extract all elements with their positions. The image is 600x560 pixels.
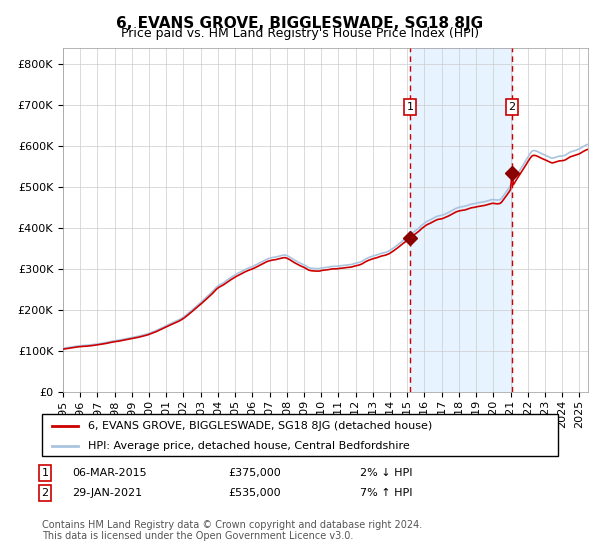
- Text: HPI: Average price, detached house, Central Bedfordshire: HPI: Average price, detached house, Cent…: [88, 441, 410, 451]
- Text: Price paid vs. HM Land Registry's House Price Index (HPI): Price paid vs. HM Land Registry's House …: [121, 27, 479, 40]
- Text: 2: 2: [41, 488, 49, 498]
- Text: 6, EVANS GROVE, BIGGLESWADE, SG18 8JG (detached house): 6, EVANS GROVE, BIGGLESWADE, SG18 8JG (d…: [88, 421, 433, 431]
- Text: 1: 1: [41, 468, 49, 478]
- Text: 06-MAR-2015: 06-MAR-2015: [72, 468, 146, 478]
- Text: 2: 2: [508, 102, 515, 112]
- Text: £375,000: £375,000: [228, 468, 281, 478]
- Text: 29-JAN-2021: 29-JAN-2021: [72, 488, 142, 498]
- Text: 1: 1: [407, 102, 413, 112]
- Text: £535,000: £535,000: [228, 488, 281, 498]
- Bar: [410, 48, 512, 392]
- Text: Contains HM Land Registry data © Crown copyright and database right 2024.
This d: Contains HM Land Registry data © Crown c…: [42, 520, 422, 542]
- Text: 2% ↓ HPI: 2% ↓ HPI: [360, 468, 413, 478]
- Text: 6, EVANS GROVE, BIGGLESWADE, SG18 8JG: 6, EVANS GROVE, BIGGLESWADE, SG18 8JG: [116, 16, 484, 31]
- FancyBboxPatch shape: [42, 414, 558, 456]
- Text: 7% ↑ HPI: 7% ↑ HPI: [360, 488, 413, 498]
